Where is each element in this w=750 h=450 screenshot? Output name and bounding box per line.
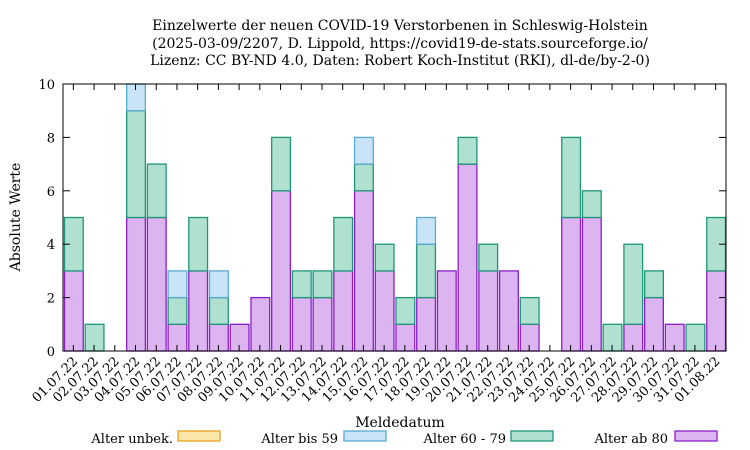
legend-label: Alter bis 59: [260, 432, 338, 447]
bar-alter-ab-80-28.07.22: [623, 323, 644, 352]
bar-alter-ab-80-20.07.22: [457, 163, 478, 352]
legend-label: Alter 60 - 79: [422, 432, 506, 447]
bar-alter-60-79-14.07.22: [333, 216, 354, 272]
bar-alter-ab-80-25.07.22: [561, 216, 582, 352]
bar-alter-ab-80-09.07.22: [229, 323, 250, 352]
bar-alter-bis-59-06.07.22: [167, 270, 188, 299]
bar-alter-60-79-28.07.22: [623, 243, 644, 325]
x-axis-label: Meldedatum: [355, 415, 445, 431]
y-tick-label: 0: [47, 345, 55, 360]
y-tick-label: 8: [47, 131, 55, 146]
y-tick-label: 4: [47, 238, 55, 253]
y-tick-label: 6: [47, 185, 55, 200]
bar-alter-ab-80-15.07.22: [353, 190, 374, 352]
bar-alter-60-79-27.07.22: [602, 323, 623, 352]
bar-alter-bis-59-15.07.22: [353, 136, 374, 165]
bar-alter-60-79-26.07.22: [581, 190, 602, 219]
bars-layer: [63, 83, 727, 352]
bar-alter-ab-80-29.07.22: [643, 296, 665, 352]
bar-alter-ab-80-16.07.22: [374, 270, 395, 352]
legend-swatch: [343, 430, 387, 442]
y-tick-label: 10: [38, 78, 55, 93]
bar-alter-60-79-29.07.22: [643, 270, 665, 299]
bar-alter-60-79-07.07.22: [188, 216, 209, 272]
bar-alter-60-79-17.07.22: [395, 296, 416, 325]
bar-alter-ab-80-05.07.22: [146, 216, 167, 352]
bar-alter-ab-80-14.07.22: [333, 270, 354, 352]
bar-alter-60-79-18.07.22: [416, 243, 437, 299]
plot-frame: [62, 83, 727, 352]
title-line-1: Einzelwerte der neuen COVID-19 Verstorbe…: [152, 18, 648, 34]
bar-alter-60-79-25.07.22: [561, 136, 582, 219]
bar-alter-ab-80-01.08.22: [706, 270, 727, 352]
chart-title: Einzelwerte der neuen COVID-19 Verstorbe…: [150, 18, 650, 69]
y-axis-label: Absolute Werte: [8, 163, 24, 273]
legend-swatch: [177, 430, 221, 442]
bar-alter-ab-80-22.07.22: [498, 270, 519, 352]
legend-label: Alter unbek.: [90, 432, 173, 447]
y-tick-label: 2: [47, 292, 55, 307]
bar-alter-60-79-20.07.22: [457, 136, 478, 165]
bar-alter-ab-80-07.07.22: [188, 270, 209, 352]
bar-alter-ab-80-17.07.22: [395, 323, 416, 352]
bar-alter-60-79-13.07.22: [312, 270, 333, 299]
bar-alter-ab-80-11.07.22: [271, 190, 292, 352]
bar-alter-60-79-15.07.22: [353, 163, 374, 192]
bar-alter-60-79-04.07.22: [126, 110, 147, 219]
bar-alter-bis-59-18.07.22: [416, 216, 437, 245]
title-line-2: (2025-03-09/2207, D. Lippold, https://co…: [152, 36, 648, 52]
bar-alter-bis-59-08.07.22: [208, 270, 229, 299]
legend: Alter unbek. Alter bis 59 Alter 60 - 79 Alt…: [90, 430, 718, 447]
bar-alter-60-79-16.07.22: [374, 243, 395, 272]
bar-alter-60-79-02.07.22: [84, 323, 105, 352]
bar-alter-ab-80-04.07.22: [126, 216, 147, 352]
legend-label: Alter ab 80: [593, 432, 668, 447]
bar-alter-ab-80-19.07.22: [436, 270, 457, 352]
bar-alter-ab-80-10.07.22: [250, 296, 271, 352]
bar-alter-bis-59-04.07.22: [126, 83, 147, 112]
bar-alter-60-79-08.07.22: [208, 296, 229, 325]
bar-alter-60-79-05.07.22: [146, 163, 167, 219]
bar-alter-ab-80-13.07.22: [312, 296, 333, 352]
bar-alter-ab-80-18.07.22: [416, 296, 437, 352]
bar-alter-60-79-21.07.22: [478, 243, 499, 272]
bar-alter-ab-80-26.07.22: [581, 216, 602, 352]
bar-alter-ab-80-12.07.22: [291, 296, 312, 352]
bar-alter-60-79-11.07.22: [271, 136, 292, 192]
bar-alter-ab-80-01.07.22: [63, 270, 84, 352]
legend-swatch: [510, 430, 554, 442]
bar-alter-60-79-12.07.22: [291, 270, 312, 299]
bar-alter-60-79-06.07.22: [167, 296, 188, 325]
legend-swatch: [674, 430, 718, 442]
bar-alter-ab-80-21.07.22: [478, 270, 499, 352]
bar-alter-60-79-23.07.22: [519, 296, 540, 325]
title-line-3: Lizenz: CC BY-ND 4.0, Daten: Robert Koch…: [150, 53, 650, 69]
